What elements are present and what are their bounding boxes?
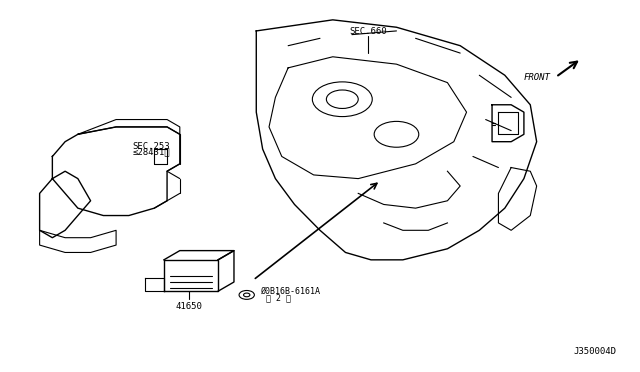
Text: ① 2 ②: ① 2 ② <box>266 293 291 302</box>
Text: FRONT: FRONT <box>524 73 550 81</box>
Text: 41650: 41650 <box>176 302 203 311</box>
Text: ≤28431〉: ≤28431〉 <box>132 147 170 157</box>
Text: SEC.660: SEC.660 <box>349 28 387 36</box>
Text: Ø0B16B-6161A: Ø0B16B-6161A <box>261 287 321 296</box>
Text: SEC.253: SEC.253 <box>132 142 170 151</box>
Text: J350004D: J350004D <box>573 347 616 356</box>
